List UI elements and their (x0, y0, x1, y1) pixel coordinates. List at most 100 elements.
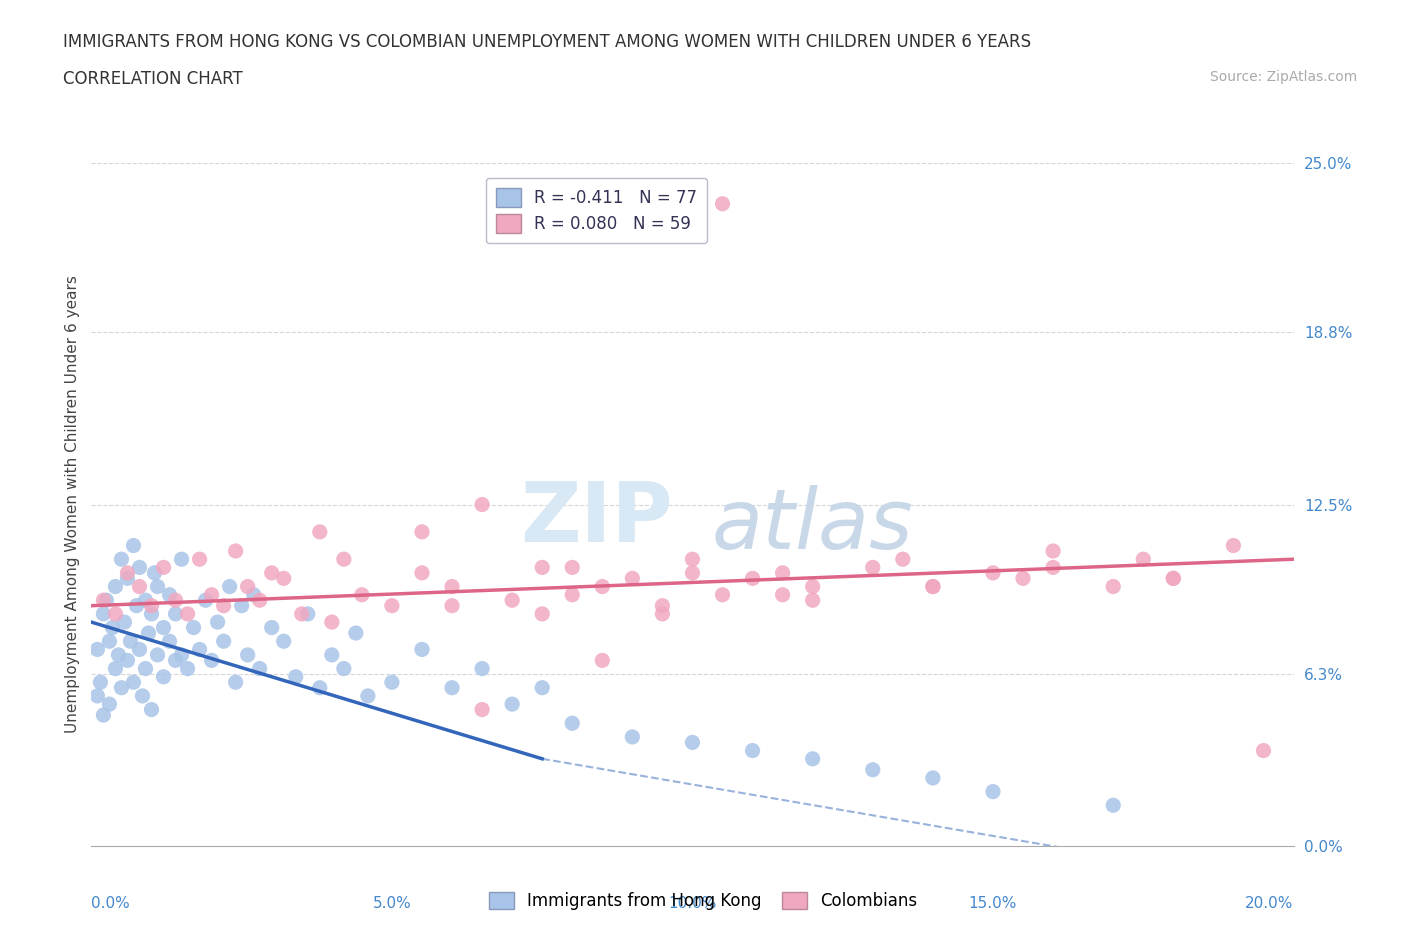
Point (152, 670, 174, 684)
Point (1132, 551, 1154, 566)
Point (801, 579, 824, 594)
Point (681, 565, 703, 580)
Point (170, 647, 193, 662)
Point (128, 560, 150, 575)
Point (212, 634, 235, 649)
Point (531, 560, 554, 575)
Point (152, 560, 174, 575)
Point (501, 697, 523, 711)
Point (165, 653, 187, 668)
Point (117, 565, 139, 580)
Point (297, 606, 319, 621)
Text: 15.0%: 15.0% (969, 896, 1017, 910)
Point (561, 588, 583, 603)
Point (89, 675, 111, 690)
Legend: Immigrants from Hong Kong, Colombians: Immigrants from Hong Kong, Colombians (482, 885, 924, 917)
Point (711, 196, 734, 211)
Point (188, 551, 211, 566)
Point (146, 647, 169, 662)
Point (117, 653, 139, 668)
Point (104, 661, 127, 676)
Point (183, 620, 205, 635)
Point (273, 634, 295, 649)
Point (194, 592, 217, 607)
Point (1012, 571, 1035, 586)
Point (922, 579, 945, 594)
Point (93, 592, 115, 607)
Point (165, 606, 187, 621)
Point (862, 560, 884, 575)
Point (308, 525, 330, 539)
Point (273, 571, 295, 586)
Point (321, 615, 343, 630)
Point (621, 729, 644, 744)
Point (333, 551, 356, 566)
Point (260, 620, 283, 635)
Point (471, 498, 494, 512)
Point (143, 565, 166, 580)
Point (86, 642, 108, 657)
Point (651, 598, 673, 613)
Point (114, 615, 136, 630)
Text: Source: ZipAtlas.com: Source: ZipAtlas.com (1209, 70, 1357, 84)
Point (741, 743, 763, 758)
Point (1222, 538, 1244, 553)
Point (411, 565, 433, 580)
Point (249, 661, 271, 676)
Point (1102, 798, 1125, 813)
Point (891, 551, 914, 566)
Point (110, 680, 132, 695)
Legend: R = -0.411   N = 77, R = 0.080   N = 59: R = -0.411 N = 77, R = 0.080 N = 59 (485, 178, 707, 243)
Point (128, 579, 150, 594)
Text: 0.0%: 0.0% (91, 896, 131, 910)
Text: IMMIGRANTS FROM HONG KONG VS COLOMBIAN UNEMPLOYMENT AMONG WOMEN WITH CHILDREN UN: IMMIGRANTS FROM HONG KONG VS COLOMBIAN U… (63, 33, 1032, 50)
Point (411, 642, 433, 657)
Point (120, 634, 142, 649)
Point (681, 551, 703, 566)
Y-axis label: Unemployment Among Women with Children Under 6 years: Unemployment Among Women with Children U… (65, 275, 80, 734)
Point (104, 606, 127, 621)
Point (801, 592, 824, 607)
Point (308, 680, 330, 695)
Text: atlas: atlas (711, 485, 914, 565)
Point (531, 680, 554, 695)
Point (101, 620, 124, 635)
Point (381, 675, 404, 690)
Point (291, 606, 314, 621)
Point (128, 642, 150, 657)
Point (231, 598, 253, 613)
Point (93, 708, 115, 723)
Point (1042, 560, 1064, 575)
Point (122, 538, 145, 553)
Point (201, 588, 224, 603)
Point (188, 642, 211, 657)
Point (249, 592, 271, 607)
Point (350, 588, 373, 603)
Text: 20.0%: 20.0% (1246, 896, 1294, 910)
Point (862, 763, 884, 777)
Point (201, 653, 224, 668)
Point (471, 702, 494, 717)
Point (591, 579, 613, 594)
Point (138, 626, 160, 641)
Point (98, 634, 121, 649)
Point (134, 592, 156, 607)
Point (225, 675, 247, 690)
Point (107, 647, 129, 662)
Point (381, 598, 404, 613)
Point (501, 592, 523, 607)
Point (165, 592, 187, 607)
Point (711, 588, 734, 603)
Point (981, 784, 1004, 799)
Point (122, 675, 145, 690)
Point (242, 588, 264, 603)
Point (772, 565, 794, 580)
Text: ZIP: ZIP (520, 478, 672, 559)
Point (441, 680, 464, 695)
Point (225, 543, 247, 558)
Point (531, 606, 554, 621)
Point (621, 571, 644, 586)
Point (441, 579, 464, 594)
Point (96, 592, 118, 607)
Point (1102, 579, 1125, 594)
